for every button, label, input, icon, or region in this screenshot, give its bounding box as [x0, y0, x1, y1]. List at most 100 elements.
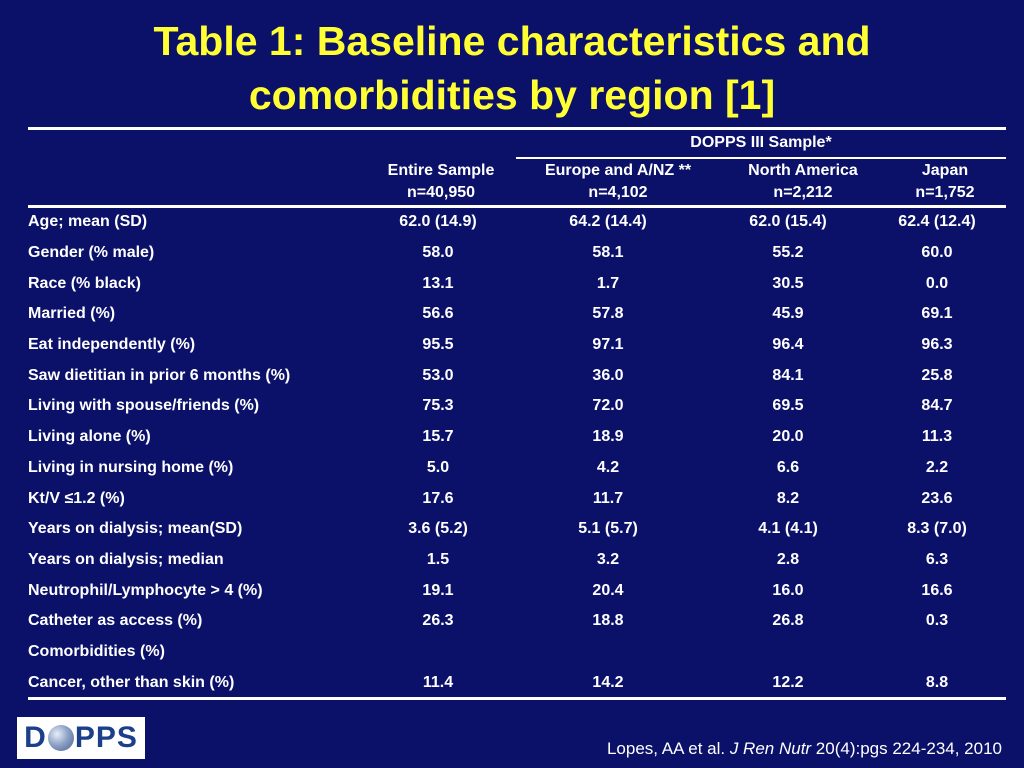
baseline-table: Age; mean (SD) 62.0 (14.9) 64.2 (14.4) 62.0…: [28, 207, 1006, 698]
cell-value: 96.3: [921, 336, 953, 354]
citation: Lopes, AA et al. J Ren Nutr 20(4):pgs 22…: [607, 739, 1002, 759]
row-label: Eat independently (%): [28, 336, 196, 354]
col-header-n: n=4,102: [588, 184, 648, 201]
cell-value: 20.0: [772, 428, 804, 446]
cell-value: 60.0: [921, 244, 953, 262]
cell-value: 55.2: [772, 244, 804, 262]
cell-value: 97.1: [592, 336, 624, 354]
cell-value: 26.8: [772, 612, 804, 630]
cell-value: 26.3: [422, 612, 454, 630]
cell-value: 14.2: [592, 673, 624, 691]
table-row: Married (%) 56.6 57.8 45.9 69.1: [28, 299, 1006, 330]
cell-value: 8.2: [776, 489, 800, 507]
table-row: Catheter as access (%) 26.3 18.8 26.8 0.3: [28, 606, 1006, 637]
slide-title: Table 1: Baseline characteristics and co…: [0, 14, 1024, 122]
cell-value: 95.5: [422, 336, 454, 354]
table-top-rule: [28, 127, 1006, 130]
header-bottom-rule: [28, 205, 1006, 208]
logo-letters-pps: PPS: [74, 721, 138, 754]
col-header-north-america: North America n=2,212: [722, 160, 884, 204]
cell-value: 36.0: [592, 366, 624, 384]
table-row: Cancer, other than skin (%) 11.4 14.2 12.2 8…: [28, 667, 1006, 698]
table-bottom-rule: [28, 697, 1006, 700]
group-header: DOPPS III Sample*: [690, 134, 832, 151]
table-row: Kt/V ≤1.2 (%) 17.6 11.7 8.2 23.6: [28, 483, 1006, 514]
row-label: Catheter as access (%): [28, 612, 203, 630]
col-header-n: n=2,212: [773, 184, 833, 201]
row-label: Living in nursing home (%): [28, 458, 234, 476]
table-row: Race (% black) 13.1 1.7 30.5 0.0: [28, 268, 1006, 299]
cell-value: 8.3 (7.0): [907, 520, 967, 538]
row-label: Age; mean (SD): [28, 213, 148, 231]
logo-letter-d: D: [24, 721, 47, 754]
row-label: Cancer, other than skin (%): [28, 673, 235, 691]
col-header-name: North America: [748, 162, 858, 179]
group-header-rule: [516, 157, 1006, 159]
cell-value: 6.3: [925, 550, 949, 568]
table-row: Years on dialysis; mean(SD) 3.6 (5.2) 5.1 …: [28, 514, 1006, 545]
col-header-japan: Japan n=1,752: [886, 160, 1004, 204]
col-header-n: n=1,752: [915, 184, 975, 201]
col-header-name: Entire Sample: [387, 162, 495, 179]
cell-value: 12.2: [772, 673, 804, 691]
citation-journal: J Ren Nutr: [729, 739, 812, 758]
cell-value: 62.0 (14.9): [399, 213, 477, 231]
row-label: Gender (% male): [28, 244, 155, 262]
title-line-1: Table 1: Baseline characteristics and: [153, 18, 871, 64]
cell-value: 4.1 (4.1): [758, 520, 818, 538]
cell-value: 53.0: [422, 366, 454, 384]
table-row: Gender (% male) 58.0 58.1 55.2 60.0: [28, 238, 1006, 269]
cell-value: 13.1: [422, 274, 454, 292]
cell-value: 19.1: [422, 581, 454, 599]
cell-value: 57.8: [592, 305, 624, 323]
row-label: Comorbidities (%): [28, 642, 165, 660]
cell-value: 30.5: [772, 274, 804, 292]
cell-value: 64.2 (14.4): [569, 213, 647, 231]
cell-value: 56.6: [422, 305, 454, 323]
cell-value: 62.4 (12.4): [898, 213, 976, 231]
cell-value: 3.6 (5.2): [408, 520, 468, 538]
row-label: Years on dialysis; mean(SD): [28, 520, 243, 538]
cell-value: 5.1 (5.7): [578, 520, 638, 538]
cell-value: 11.7: [592, 489, 624, 507]
cell-value: 58.1: [592, 244, 624, 262]
cell-value: 84.7: [921, 397, 953, 415]
row-label: Kt/V ≤1.2 (%): [28, 489, 125, 507]
cell-value: 11.4: [422, 673, 454, 691]
cell-value: 20.4: [592, 581, 624, 599]
cell-value: 58.0: [422, 244, 454, 262]
table-row: Age; mean (SD) 62.0 (14.9) 64.2 (14.4) 62.0…: [28, 207, 1006, 238]
cell-value: 8.8: [925, 673, 949, 691]
table-row: Years on dialysis; median 1.5 3.2 2.8 6.3: [28, 545, 1006, 576]
cell-value: 1.7: [596, 274, 620, 292]
table-row: Saw dietitian in prior 6 months (%) 53.0 3…: [28, 360, 1006, 391]
cell-value: 5.0: [426, 458, 450, 476]
cell-value: 72.0: [592, 397, 624, 415]
cell-value: 75.3: [422, 397, 454, 415]
cell-value: 0.3: [925, 612, 949, 630]
cell-value: 3.2: [596, 550, 620, 568]
cell-value: 18.9: [592, 428, 624, 446]
cell-value: 96.4: [772, 336, 804, 354]
row-label: Living with spouse/friends (%): [28, 397, 260, 415]
cell-value: 16.6: [921, 581, 953, 599]
cell-value: [508, 637, 708, 668]
cell-value: 15.7: [422, 428, 454, 446]
cell-value: 2.8: [776, 550, 800, 568]
col-header-name: Japan: [921, 162, 969, 179]
row-label: Saw dietitian in prior 6 months (%): [28, 366, 291, 384]
row-label: Years on dialysis; median: [28, 550, 224, 568]
cell-value: 11.3: [921, 428, 953, 446]
cell-value: 23.6: [921, 489, 953, 507]
table-row: Neutrophil/Lymphocyte > 4 (%) 19.1 20.4 16.…: [28, 575, 1006, 606]
col-header-entire: Entire Sample n=40,950: [368, 160, 514, 204]
row-label: Married (%): [28, 305, 116, 323]
cell-value: 17.6: [422, 489, 454, 507]
cell-value: 18.8: [592, 612, 624, 630]
row-label: Neutrophil/Lymphocyte > 4 (%): [28, 581, 263, 599]
cell-value: [708, 637, 868, 668]
table-row: Living in nursing home (%) 5.0 4.2 6.6 2.2: [28, 453, 1006, 484]
globe-icon: [47, 725, 74, 751]
table-row: Eat independently (%) 95.5 97.1 96.4 96.3: [28, 330, 1006, 361]
row-label: Living alone (%): [28, 428, 151, 446]
